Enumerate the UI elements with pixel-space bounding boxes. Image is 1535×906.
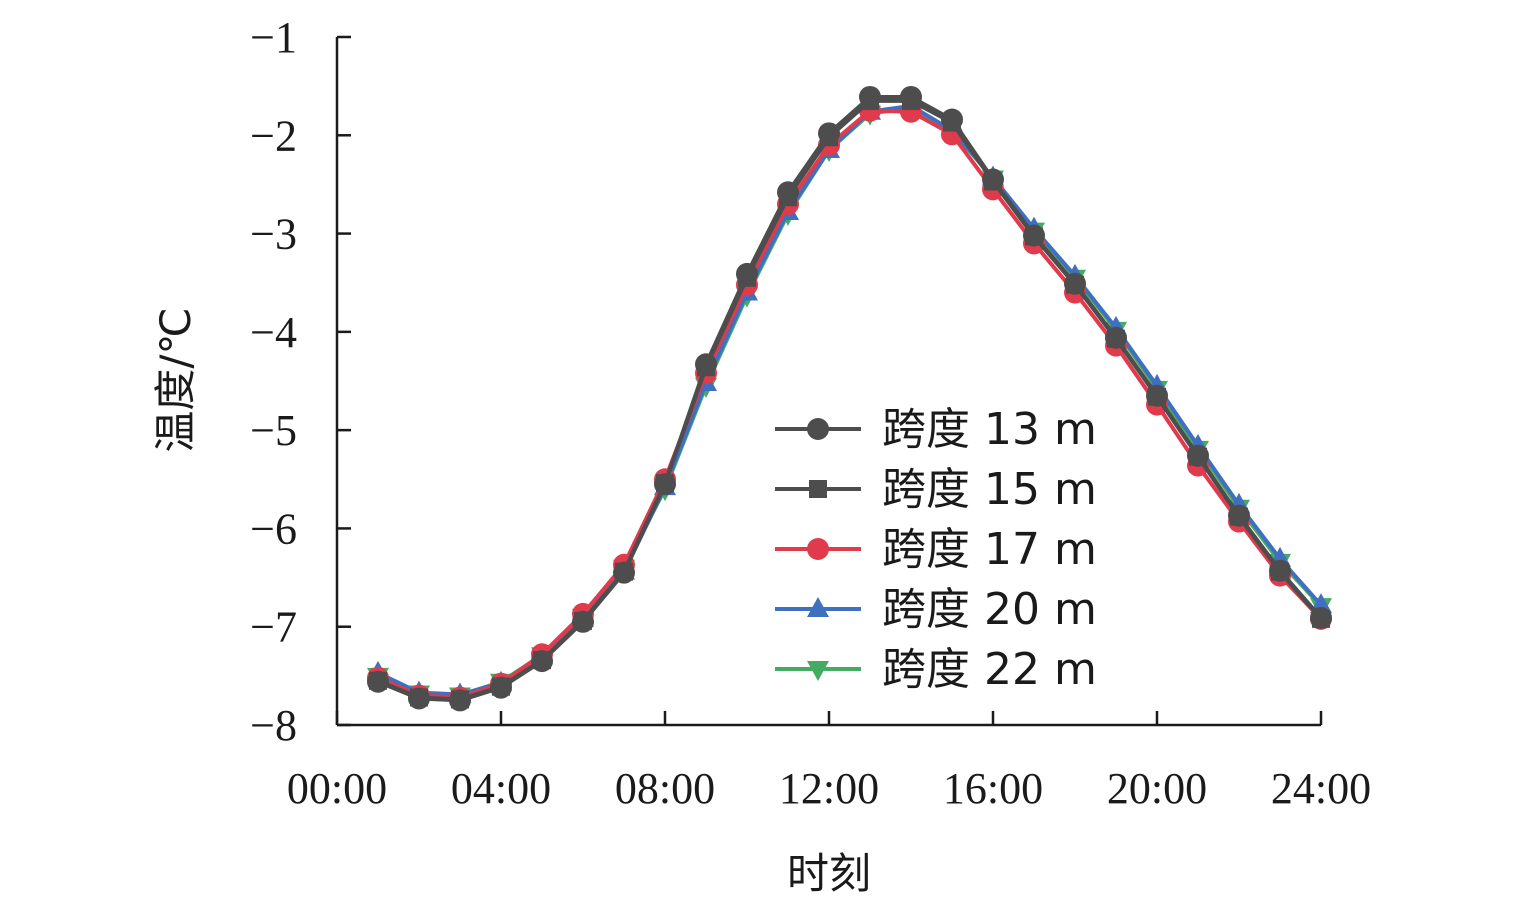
y-tick-label: −5 <box>250 406 297 455</box>
data-point <box>1105 326 1127 349</box>
x-tick-label: 00:00 <box>287 764 387 813</box>
data-point <box>490 676 512 699</box>
y-tick-label: −1 <box>250 13 297 62</box>
data-point <box>695 353 717 376</box>
y-ticks: −1 −2 −3 −4 −5 −6 −7 −8 <box>250 13 351 750</box>
legend-label: 跨度 15 m <box>882 464 1097 515</box>
x-ticks: 00:00 04:00 08:00 12:00 16:00 20:00 24:00 <box>287 711 1371 813</box>
legend-marker <box>807 597 829 617</box>
data-point <box>1023 224 1045 247</box>
x-tick-label: 08:00 <box>615 764 715 813</box>
series-5 <box>367 99 1332 708</box>
legend-item: 跨度 22 m <box>775 644 1097 695</box>
legend-marker <box>807 661 829 681</box>
y-tick-label: −6 <box>250 504 297 553</box>
legend-marker <box>807 418 829 440</box>
legend-marker <box>807 538 829 560</box>
data-point <box>449 689 471 712</box>
legend-item: 跨度 15 m <box>775 464 1097 515</box>
series-2 <box>369 91 1330 709</box>
y-tick-label: −2 <box>250 111 297 160</box>
data-point <box>859 85 881 108</box>
data-point <box>408 687 430 710</box>
data-point <box>1228 504 1250 527</box>
data-point <box>367 670 389 693</box>
legend-item: 跨度 17 m <box>775 524 1097 575</box>
x-tick-label: 24:00 <box>1271 764 1371 813</box>
x-tick-label: 12:00 <box>779 764 879 813</box>
data-point <box>1310 606 1332 629</box>
data-point <box>1310 593 1332 614</box>
legend: 跨度 13 m 跨度 15 m 跨度 17 m 跨度 20 m 跨度 22 m <box>775 404 1097 695</box>
legend-label: 跨度 17 m <box>882 524 1097 575</box>
series-1 <box>367 85 1332 712</box>
data-point <box>531 650 553 673</box>
data-point <box>900 85 922 108</box>
legend-marker <box>809 480 827 498</box>
series-layer <box>367 85 1332 712</box>
legend-item: 跨度 20 m <box>775 584 1097 635</box>
x-axis-title: 时刻 <box>787 849 871 898</box>
data-point <box>572 610 594 633</box>
series-3 <box>367 99 1332 709</box>
series-4 <box>367 93 1332 703</box>
data-point <box>941 108 963 131</box>
data-point <box>1269 559 1291 582</box>
legend-item: 跨度 13 m <box>775 404 1097 455</box>
axes: −1 −2 −3 −4 −5 −6 −7 −8 00:00 04:00 08:00 12:00 16:… <box>250 13 1371 813</box>
data-point <box>654 473 676 496</box>
y-tick-label: −4 <box>250 308 297 357</box>
data-point <box>736 262 758 285</box>
y-tick-label: −3 <box>250 210 297 259</box>
series-line <box>377 103 1323 697</box>
legend-label: 跨度 22 m <box>882 644 1097 695</box>
data-point <box>818 122 840 145</box>
x-tick-label: 20:00 <box>1107 764 1207 813</box>
y-tick-label: −7 <box>250 603 297 652</box>
legend-label: 跨度 20 m <box>882 584 1097 635</box>
legend-label: 跨度 13 m <box>882 404 1097 455</box>
data-point <box>1064 272 1086 295</box>
y-tick-label: −8 <box>250 701 297 750</box>
data-point <box>982 168 1004 191</box>
x-tick-label: 16:00 <box>943 764 1043 813</box>
data-point <box>1146 384 1168 407</box>
y-axis-title: 温度/℃ <box>151 307 200 452</box>
x-tick-label: 04:00 <box>451 764 551 813</box>
data-point <box>1187 444 1209 467</box>
data-point <box>613 561 635 584</box>
data-point <box>777 181 799 204</box>
